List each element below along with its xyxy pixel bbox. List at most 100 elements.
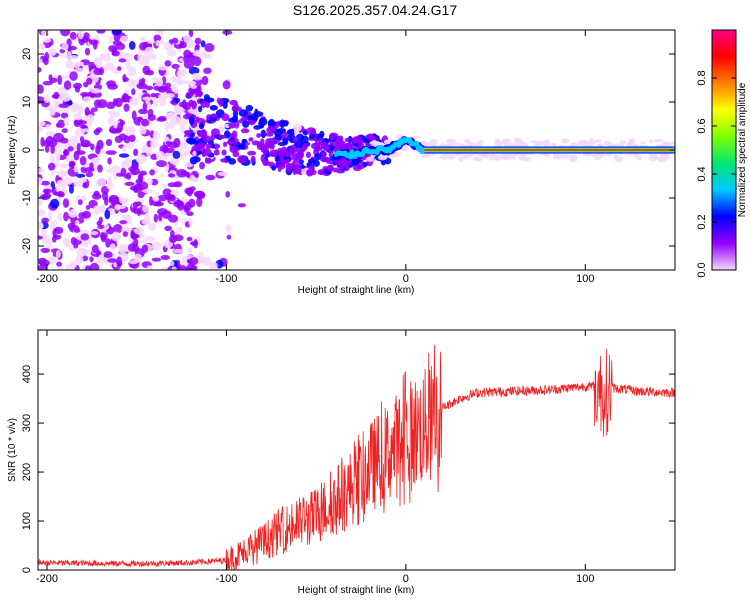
spectral-blob	[74, 67, 85, 73]
x-tick-label: -200	[36, 573, 58, 585]
spectral-blob	[183, 206, 190, 213]
spectral-blob	[109, 243, 116, 251]
spectral-blob	[97, 164, 103, 173]
spectral-blob	[502, 138, 512, 143]
spectral-blob	[55, 122, 61, 128]
spectral-blob	[186, 211, 194, 217]
spectral-blob	[150, 139, 158, 149]
spectral-blob	[492, 155, 503, 161]
spectral-blob	[122, 231, 129, 237]
spectral-blob	[44, 189, 49, 196]
spectral-blob	[549, 142, 557, 147]
spectral-blob	[118, 245, 126, 255]
spectral-blob	[160, 173, 165, 178]
spectral-blob	[625, 142, 634, 147]
spectral-blob	[559, 154, 566, 159]
spectral-blob	[552, 156, 560, 160]
spectral-blob	[480, 152, 490, 159]
spectral-blob	[38, 260, 46, 266]
spectral-blob	[350, 158, 359, 165]
spectral-blob	[156, 208, 168, 216]
spectral-blob	[151, 222, 156, 231]
spectral-blob	[168, 44, 175, 49]
spectral-blob	[190, 89, 197, 95]
spectral-blob	[260, 154, 265, 163]
spectral-blob	[656, 156, 667, 163]
spectral-blob	[589, 140, 597, 145]
spectral-blob	[141, 118, 150, 127]
spectral-blob	[153, 213, 158, 223]
spectral-blob	[81, 249, 92, 255]
spectral-blob	[86, 77, 93, 85]
spectral-blob	[181, 70, 187, 76]
spectral-blob	[97, 254, 103, 264]
spectral-blob	[96, 139, 104, 150]
spectral-blob	[74, 127, 85, 138]
spectral-blob	[42, 37, 52, 43]
spectral-blob	[277, 128, 287, 134]
spectral-blob	[169, 159, 177, 165]
spectral-blob	[109, 112, 117, 119]
spectral-blob	[670, 141, 675, 145]
spectral-blob	[67, 222, 75, 230]
spectral-blob	[245, 104, 254, 112]
spectral-blob	[217, 171, 229, 176]
spectral-blob	[366, 133, 374, 141]
spectral-blob	[603, 140, 611, 146]
spectral-blob	[48, 210, 53, 220]
spectral-blob	[155, 77, 164, 87]
spectral-blob	[141, 218, 152, 225]
spectral-blob	[268, 143, 275, 150]
spectral-blob	[242, 120, 250, 128]
spectral-blob	[336, 169, 346, 174]
spectral-blob	[429, 139, 438, 146]
spectral-blob	[107, 175, 113, 186]
spectral-blob	[80, 91, 90, 97]
spectral-blob	[42, 80, 53, 86]
spectral-blob	[88, 39, 99, 45]
spectral-blob	[173, 200, 184, 208]
spectral-blob	[240, 142, 246, 150]
spectral-blob	[120, 95, 128, 103]
spectral-blob	[503, 142, 513, 148]
spectral-blob	[197, 251, 205, 261]
spectral-blob	[112, 98, 118, 106]
spectral-blob	[43, 95, 51, 103]
spectral-blob	[225, 224, 232, 233]
spectral-blob	[226, 234, 232, 240]
spectral-blob	[79, 136, 85, 143]
spectral-blob	[222, 141, 228, 147]
spectral-blob	[107, 83, 118, 90]
spectral-blob	[106, 182, 114, 190]
spectral-blob	[135, 197, 145, 203]
y-tick-label: 400	[21, 365, 33, 383]
spectral-blob	[327, 164, 334, 171]
spectral-blob	[129, 79, 136, 85]
spectral-blob	[115, 204, 126, 210]
spectral-blob	[170, 260, 175, 267]
spectral-blob	[225, 190, 231, 198]
spectral-blob	[155, 191, 160, 197]
y-tick-label: -10	[21, 190, 33, 206]
spectral-blob	[198, 105, 203, 113]
spectral-blob	[93, 56, 103, 67]
spectral-blob	[164, 193, 174, 201]
spectral-blob	[125, 157, 131, 167]
spectral-blob	[125, 172, 132, 180]
spectral-blob	[90, 157, 100, 163]
spectral-blob	[38, 58, 43, 64]
spectral-blob	[51, 235, 57, 243]
spectral-blob	[45, 135, 54, 146]
spectral-blob	[111, 30, 122, 36]
snr-ticks: -200 -100 0 100 0 100 200 300 400	[21, 330, 675, 585]
snr-background	[38, 330, 675, 570]
spectral-blob	[69, 54, 79, 60]
spectral-blob	[238, 109, 249, 117]
spectral-blob	[104, 209, 111, 220]
spectral-blob	[143, 56, 150, 67]
spectral-blob	[98, 216, 103, 224]
spectral-blob	[283, 120, 289, 127]
spectral-blob	[125, 61, 131, 70]
spectral-blob	[103, 251, 113, 259]
